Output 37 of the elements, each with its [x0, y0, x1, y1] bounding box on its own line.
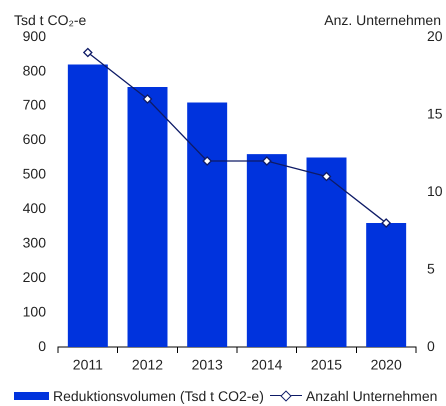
bar	[306, 158, 346, 347]
point	[322, 172, 332, 182]
bar	[366, 223, 406, 347]
point	[202, 156, 212, 166]
y2-tick-label: 15	[427, 105, 443, 122]
point	[262, 156, 272, 166]
y-tick-label: 100	[22, 303, 46, 320]
y2-tick-label: 20	[427, 28, 443, 44]
x-tick-label: 2020	[370, 356, 402, 372]
y-tick-label: 900	[22, 28, 46, 44]
y-tick-label: 800	[22, 62, 46, 78]
y-tick-label: 200	[22, 268, 46, 285]
point	[142, 94, 152, 104]
x-tick-label: 2014	[251, 356, 283, 372]
bar	[246, 154, 287, 347]
legend-label: Anzahl Unternehmen	[306, 388, 438, 404]
y2-tick-label: 0	[427, 338, 435, 354]
x-tick-label: 2011	[72, 356, 104, 372]
y-tick-label: 400	[22, 200, 46, 216]
legend-label: Reduktionsvolumen (Tsd t CO2-e)	[53, 388, 264, 404]
x-tick-label: 2013	[192, 356, 223, 372]
y-tick-label: 600	[22, 131, 46, 148]
y-tick-label: 700	[22, 96, 46, 113]
bar	[187, 102, 228, 347]
y2-axis-title: Anz. Unternehmen	[324, 12, 441, 28]
x-tick-label: 2012	[132, 356, 164, 372]
y2-tick-label: 10	[427, 182, 443, 199]
x-tick-label: 2015	[310, 356, 342, 372]
bar	[68, 64, 108, 347]
bar	[128, 86, 168, 347]
y2-tick-label: 5	[427, 260, 435, 276]
y-tick-label: 500	[22, 166, 46, 182]
point	[83, 48, 92, 58]
y-tick-label: 0	[38, 338, 46, 354]
point	[382, 218, 391, 228]
y-tick-label: 300	[22, 234, 46, 251]
y-axis-title: Tsd t CO₂-e	[14, 12, 86, 28]
